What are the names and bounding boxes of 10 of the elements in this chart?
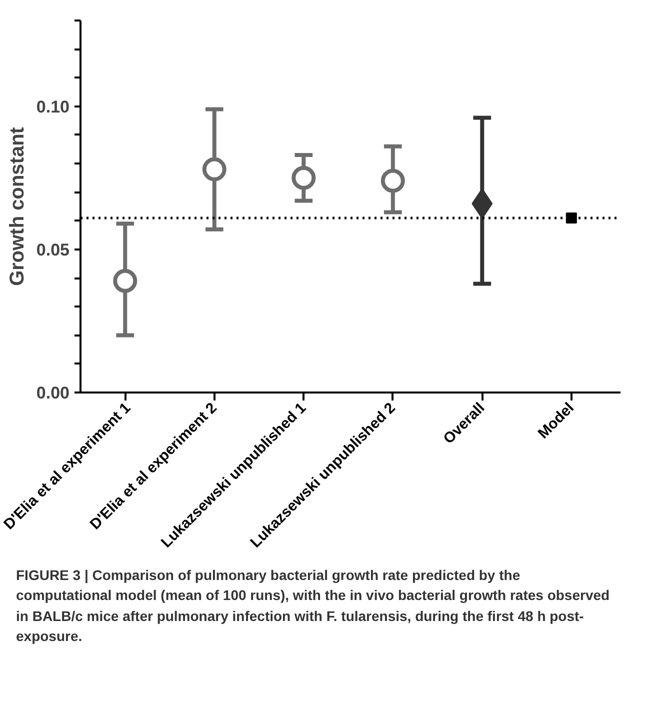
y-tick-label: 0.10 [36, 97, 70, 116]
point [202, 157, 226, 182]
point [113, 268, 138, 293]
caption: FIGURE 3 | Comparison of pulmonary bacterial growth rate predicted by the computational model (mean of 100 runs), with the in vivo bacterial growth rates observed in BALB/c mice after pulmonary infection with F. tularensis, during the first 48 h post-exposure. [16, 566, 611, 646]
y-tick-label: 0.05 [36, 240, 70, 260]
point [566, 212, 577, 224]
point [292, 166, 316, 190]
y-axis-title: Growth constant [6, 126, 28, 286]
y-tick-label: 0.00 [36, 384, 70, 402]
point [380, 168, 405, 193]
